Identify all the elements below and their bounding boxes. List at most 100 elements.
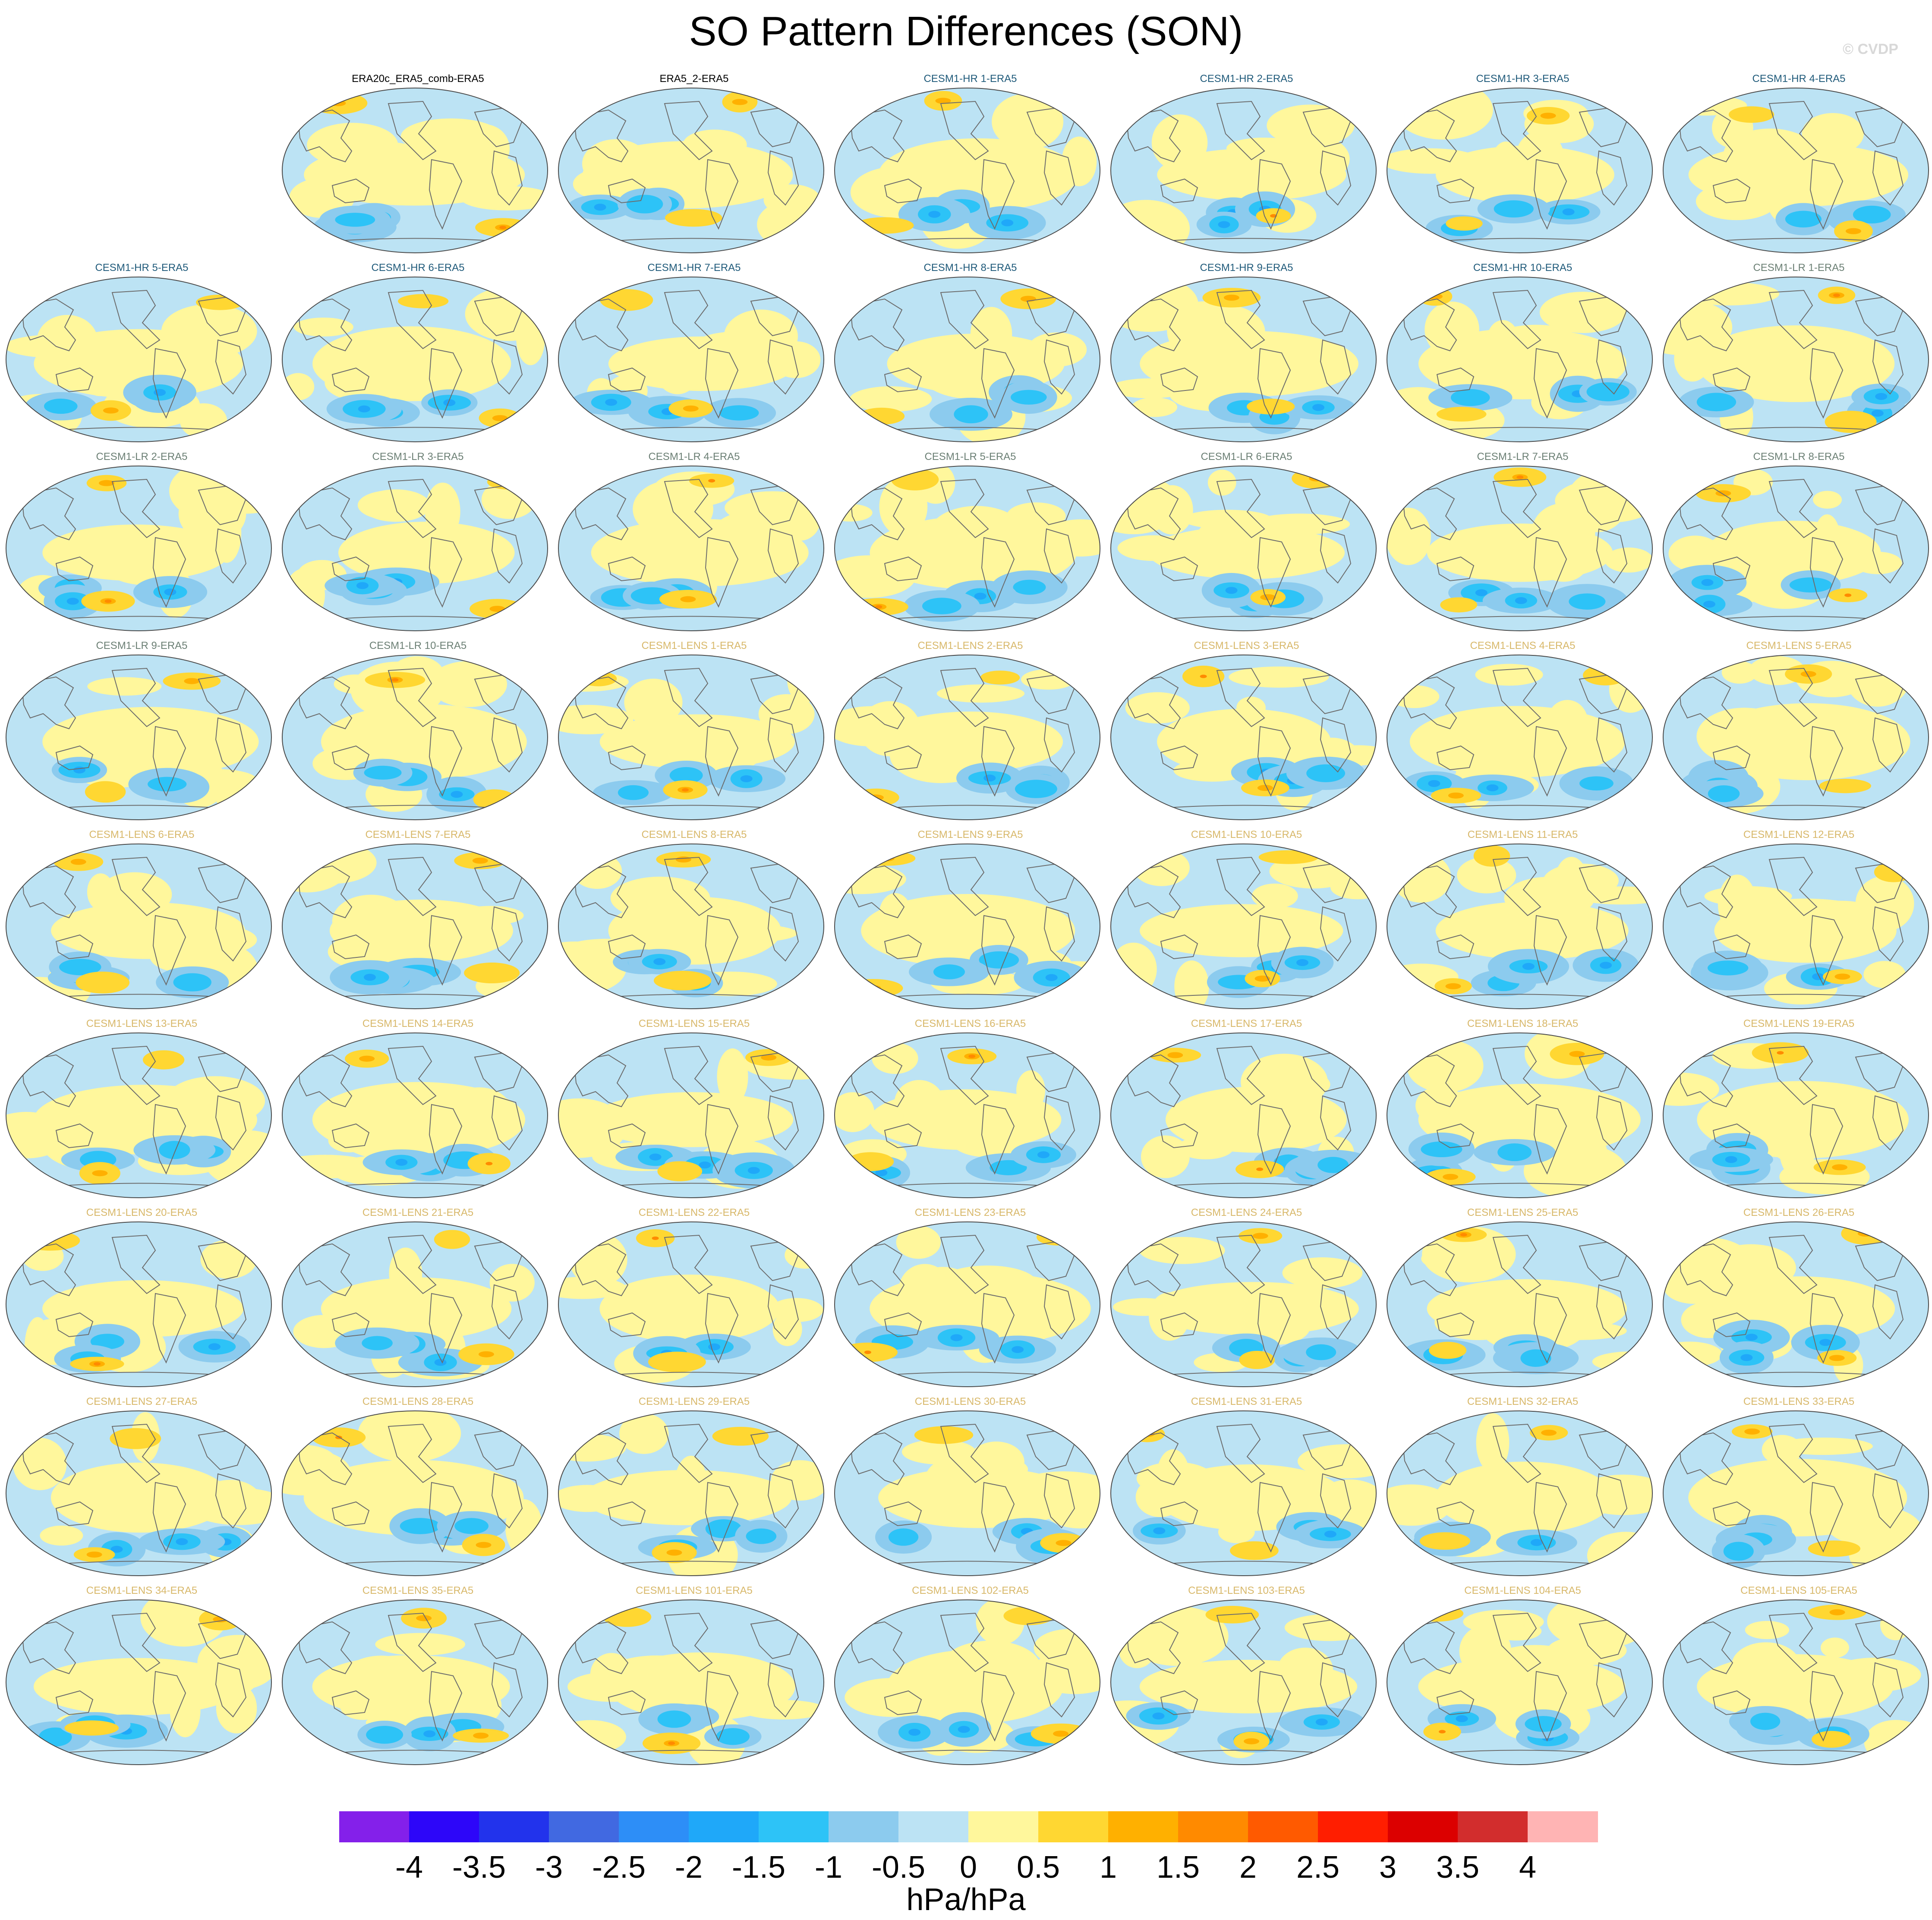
map-panel: CESM1-LENS 30-ERA5 <box>833 1394 1108 1583</box>
robinson-map <box>1387 1410 1653 1576</box>
panel-title: CESM1-HR 1-ERA5 <box>923 73 1017 85</box>
panel-title: CESM1-LENS 4-ERA5 <box>1470 640 1576 652</box>
colorbar-tick-label: 0.5 <box>1016 1850 1060 1885</box>
panel-title: CESM1-HR 3-ERA5 <box>1476 73 1570 85</box>
robinson-map <box>1110 466 1377 631</box>
map-panel: CESM1-LENS 104-ERA5 <box>1385 1583 1660 1772</box>
map-panel: CESM1-HR 1-ERA5 <box>833 72 1108 260</box>
map-panel: CESM1-LENS 23-ERA5 <box>833 1206 1108 1394</box>
map-panel: CESM1-LENS 29-ERA5 <box>557 1394 832 1583</box>
robinson-map <box>834 1221 1100 1387</box>
robinson-map <box>1663 1221 1929 1387</box>
panel-title: CESM1-HR 9-ERA5 <box>1200 262 1293 274</box>
robinson-map <box>282 844 548 1009</box>
panel-title: CESM1-LENS 34-ERA5 <box>86 1585 198 1596</box>
panel-title: CESM1-LR 8-ERA5 <box>1753 451 1845 463</box>
panel-title: CESM1-HR 10-ERA5 <box>1473 262 1573 274</box>
robinson-map <box>1663 88 1929 253</box>
map-panel: CESM1-LR 6-ERA5 <box>1109 450 1384 638</box>
panel-title: CESM1-LENS 18-ERA5 <box>1467 1018 1579 1029</box>
colorbar-swatch <box>619 1811 689 1842</box>
robinson-map <box>282 655 548 820</box>
panel-title: CESM1-HR 8-ERA5 <box>923 262 1017 274</box>
panel-title: CESM1-LENS 19-ERA5 <box>1743 1018 1855 1029</box>
map-panel: CESM1-LENS 33-ERA5 <box>1661 1394 1932 1583</box>
panel-title: CESM1-LR 9-ERA5 <box>96 640 188 652</box>
colorbar <box>339 1811 1598 1842</box>
colorbar-tick-label: -4 <box>395 1850 423 1885</box>
map-panel: CESM1-LENS 21-ERA5 <box>281 1206 555 1394</box>
robinson-map <box>1663 1410 1929 1576</box>
robinson-map <box>6 277 272 442</box>
robinson-map <box>1110 1032 1377 1198</box>
panel-title: CESM1-LENS 14-ERA5 <box>362 1018 474 1029</box>
panel-title: ERA20c_ERA5_comb-ERA5 <box>352 73 484 85</box>
map-panel: CESM1-LENS 12-ERA5 <box>1661 828 1932 1016</box>
map-panel: CESM1-LENS 25-ERA5 <box>1385 1206 1660 1394</box>
map-panel: CESM1-LR 2-ERA5 <box>4 450 279 638</box>
panel-title: CESM1-LENS 2-ERA5 <box>917 640 1023 652</box>
panel-title: CESM1-HR 7-ERA5 <box>647 262 741 274</box>
panel-title: ERA5_2-ERA5 <box>659 73 729 85</box>
robinson-map <box>1110 844 1377 1009</box>
panel-title: CESM1-LENS 1-ERA5 <box>641 640 747 652</box>
panel-title: CESM1-LENS 10-ERA5 <box>1191 829 1302 840</box>
robinson-map <box>6 1221 272 1387</box>
map-panel: CESM1-HR 3-ERA5 <box>1385 72 1660 260</box>
colorbar-swatch <box>1528 1811 1598 1842</box>
map-panel: CESM1-LENS 13-ERA5 <box>4 1017 279 1205</box>
colorbar-tick-label: -3 <box>535 1850 563 1885</box>
panel-title: CESM1-LENS 23-ERA5 <box>914 1207 1026 1218</box>
robinson-map <box>834 655 1100 820</box>
map-panel: CESM1-LENS 35-ERA5 <box>281 1583 555 1772</box>
map-panel: CESM1-LENS 27-ERA5 <box>4 1394 279 1583</box>
map-panel-grid: ERA20c_ERA5_comb-ERA5 ERA5_2-ERA5 CESM1-HR… <box>4 72 1932 1772</box>
colorbar-swatch <box>1038 1811 1109 1842</box>
colorbar-tick-label: 2.5 <box>1296 1850 1340 1885</box>
map-panel: CESM1-LENS 103-ERA5 <box>1109 1583 1384 1772</box>
panel-title: CESM1-LR 4-ERA5 <box>648 451 740 463</box>
panel-title: CESM1-LENS 27-ERA5 <box>86 1396 198 1407</box>
panel-title: CESM1-LENS 35-ERA5 <box>362 1585 474 1596</box>
map-panel: CESM1-LR 1-ERA5 <box>1661 261 1932 449</box>
robinson-map <box>1663 844 1929 1009</box>
map-panel: CESM1-LENS 4-ERA5 <box>1385 639 1660 827</box>
colorbar-swatch <box>898 1811 969 1842</box>
map-panel: CESM1-HR 9-ERA5 <box>1109 261 1384 449</box>
robinson-map <box>1110 277 1377 442</box>
figure-title: SO Pattern Differences (SON) <box>689 8 1243 54</box>
panel-title: CESM1-HR 5-ERA5 <box>95 262 189 274</box>
panel-title: CESM1-LENS 30-ERA5 <box>914 1396 1026 1407</box>
colorbar-units: hPa/hPa <box>906 1882 1026 1917</box>
map-panel: CESM1-LENS 14-ERA5 <box>281 1017 555 1205</box>
map-panel: CESM1-LENS 19-ERA5 <box>1661 1017 1932 1205</box>
colorbar-swatch <box>1318 1811 1388 1842</box>
panel-title: CESM1-LENS 31-ERA5 <box>1191 1396 1302 1407</box>
map-panel: CESM1-LENS 18-ERA5 <box>1385 1017 1660 1205</box>
robinson-map <box>558 88 824 253</box>
map-panel: CESM1-LENS 6-ERA5 <box>4 828 279 1016</box>
robinson-map <box>282 1599 548 1765</box>
map-panel: CESM1-LENS 22-ERA5 <box>557 1206 832 1394</box>
map-panel: CESM1-LENS 15-ERA5 <box>557 1017 832 1205</box>
robinson-map <box>1387 1221 1653 1387</box>
panel-title: CESM1-LR 10-ERA5 <box>369 640 467 652</box>
colorbar-swatch <box>479 1811 549 1842</box>
panel-title: CESM1-LENS 33-ERA5 <box>1743 1396 1855 1407</box>
panel-title: CESM1-LENS 29-ERA5 <box>638 1396 750 1407</box>
colorbar-swatch <box>1178 1811 1248 1842</box>
panel-title: CESM1-LENS 5-ERA5 <box>1746 640 1852 652</box>
colorbar-swatch <box>759 1811 829 1842</box>
panel-title: CESM1-LENS 105-ERA5 <box>1740 1585 1857 1596</box>
robinson-map <box>558 466 824 631</box>
panel-title: CESM1-HR 2-ERA5 <box>1200 73 1293 85</box>
panel-title: CESM1-LENS 12-ERA5 <box>1743 829 1855 840</box>
colorbar-tick-label: -3.5 <box>452 1850 506 1885</box>
map-panel: CESM1-LENS 16-ERA5 <box>833 1017 1108 1205</box>
panel-title: CESM1-LENS 17-ERA5 <box>1191 1018 1302 1029</box>
panel-title: CESM1-LR 2-ERA5 <box>96 451 188 463</box>
colorbar-tick-label: -0.5 <box>871 1850 926 1885</box>
map-panel: CESM1-LENS 9-ERA5 <box>833 828 1108 1016</box>
panel-title: CESM1-LR 7-ERA5 <box>1477 451 1569 463</box>
panel-title: CESM1-LENS 102-ERA5 <box>912 1585 1029 1596</box>
